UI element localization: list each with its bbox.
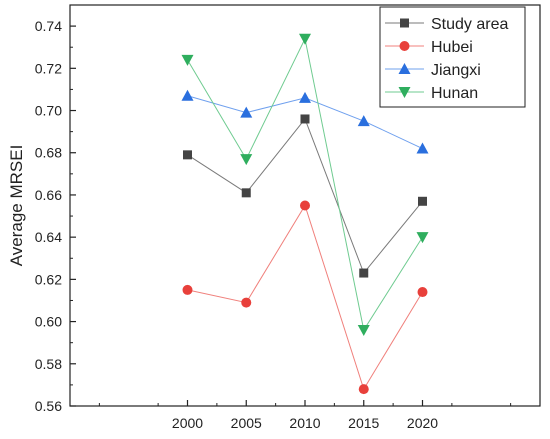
series-hunan: [181, 33, 429, 337]
series-hubei: [182, 200, 428, 395]
data-point-study-area: [183, 150, 192, 160]
data-point-hubei: [182, 284, 193, 295]
data-point-jiangxi: [240, 106, 253, 118]
legend-marker-hubei: [399, 41, 410, 51]
y-tick-label: 0.60: [35, 314, 62, 330]
data-point-hunan: [181, 54, 194, 66]
data-point-hunan: [416, 232, 429, 244]
data-point-hubei: [358, 384, 369, 395]
data-point-jiangxi: [299, 91, 311, 103]
data-point-study-area: [418, 196, 427, 206]
y-tick-label: 0.66: [35, 187, 62, 203]
data-point-study-area: [300, 114, 310, 124]
y-tick-label: 0.56: [35, 398, 62, 414]
legend-label-study-area: Study area: [431, 16, 508, 33]
data-point-hunan: [357, 325, 370, 337]
y-axis-title: Average MRSEI: [7, 145, 26, 267]
data-point-study-area: [359, 268, 369, 278]
data-point-jiangxi: [416, 142, 429, 154]
legend-marker-jiangxi: [398, 63, 411, 74]
data-point-study-area: [241, 188, 251, 198]
y-axis: 0.56 0.58 0.60 0.62 0.64 0.66 0.68 0.70 0.72 0.74: [35, 18, 76, 414]
legend-label-hunan: Hunan: [431, 85, 478, 102]
y-tick-label: 0.74: [35, 18, 62, 34]
data-point-jiangxi: [181, 89, 194, 101]
x-tick-label: 2020: [407, 415, 438, 431]
legend: Study area Hubei Jiangxi Hunan: [379, 6, 526, 108]
series-layer: [181, 33, 429, 395]
y-tick-label: 0.62: [35, 271, 62, 287]
x-tick-label: 2010: [289, 415, 320, 431]
y-tick-label: 0.58: [35, 356, 62, 372]
y-tick-label: 0.68: [35, 145, 62, 161]
x-tick-label: 2015: [348, 415, 379, 431]
legend-label-jiangxi: Jiangxi: [431, 62, 481, 79]
x-tick-label: 2005: [231, 415, 262, 431]
y-tick-label: 0.72: [35, 60, 62, 76]
x-axis: 2000 2005 2010 2015 2020: [98, 400, 512, 431]
x-tick-label: 2000: [172, 415, 203, 431]
data-point-jiangxi: [357, 115, 370, 127]
data-point-hunan: [240, 154, 253, 166]
data-point-hubei: [300, 200, 310, 211]
legend-marker-study-area: [400, 18, 409, 28]
data-point-hunan: [299, 33, 311, 45]
data-point-hubei: [417, 287, 428, 298]
legend-label-hubei: Hubei: [431, 39, 473, 56]
series-line-study-area: [187, 117, 423, 275]
legend-marker-hunan: [398, 87, 411, 98]
y-tick-label: 0.70: [35, 103, 62, 119]
y-tick-label: 0.64: [35, 229, 62, 245]
series-line-hubei: [187, 204, 423, 391]
series-jiangxi: [181, 89, 429, 154]
data-point-hubei: [241, 297, 252, 308]
series-study-area: [183, 114, 427, 278]
